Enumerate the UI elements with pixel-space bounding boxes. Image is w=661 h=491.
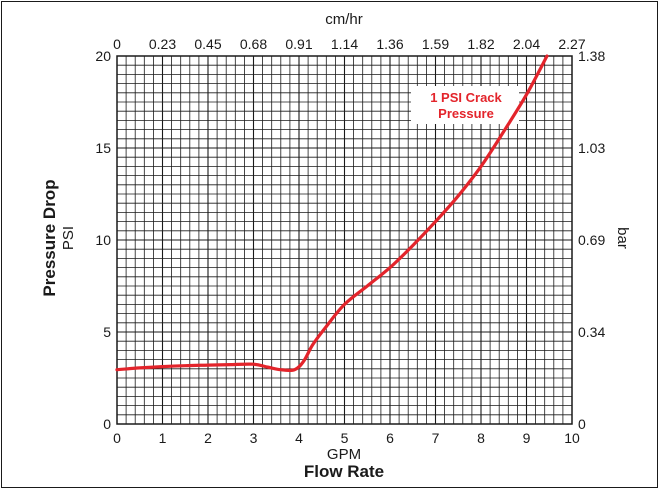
x2-axis-ticks: 0 0.23 0.45 0.68 0.91 1.14 1.36 1.59 1.82 2.04 2.2… (113, 36, 586, 52)
x2-axis-unit: cm/hr (325, 11, 363, 28)
y2-axis-unit: bar (614, 227, 631, 249)
x2-tick-label: 1.82 (467, 36, 494, 52)
x-tick-label: 6 (386, 430, 394, 446)
y2-tick-label: 1.03 (578, 140, 605, 156)
x-tick-label: 0 (113, 430, 121, 446)
y2-tick-label: 0.69 (578, 232, 605, 248)
x-tick-label: 8 (477, 430, 485, 446)
annotation-line-2: Pressure (438, 106, 494, 121)
annotation-background (411, 86, 519, 124)
x-tick-label: 10 (564, 430, 580, 446)
x2-tick-label: 0.68 (240, 36, 267, 52)
y2-tick-label: 0 (578, 416, 586, 432)
x2-tick-label: 2.04 (513, 36, 540, 52)
y-tick-label: 0 (103, 416, 111, 432)
y-axis-unit: PSI (60, 226, 77, 250)
y-axis-title: Pressure Drop (40, 179, 59, 296)
y-tick-label: 15 (95, 140, 111, 156)
x-axis-unit: GPM (327, 446, 361, 463)
x2-tick-label: 0.23 (149, 36, 176, 52)
x2-tick-label: 0 (113, 36, 121, 52)
x2-tick-label: 2.27 (558, 36, 585, 52)
x-tick-label: 2 (204, 430, 212, 446)
x-axis-ticks: 0 1 2 3 4 5 6 7 8 9 10 (113, 430, 580, 446)
y-tick-label: 5 (103, 324, 111, 340)
x-tick-label: 7 (432, 430, 440, 446)
x2-tick-label: 0.45 (194, 36, 221, 52)
y-axis-ticks: 0 5 10 15 20 (95, 48, 111, 432)
x-tick-label: 9 (523, 430, 531, 446)
annotation-line-1: 1 PSI Crack (430, 90, 502, 105)
x2-tick-label: 1.36 (376, 36, 403, 52)
plot-border (116, 55, 573, 425)
x-tick-label: 3 (250, 430, 258, 446)
series-line (115, 54, 549, 373)
x2-tick-label: 1.59 (422, 36, 449, 52)
y2-tick-label: 0.34 (578, 324, 605, 340)
y2-tick-label: 1.38 (578, 48, 605, 64)
x2-tick-label: 1.14 (331, 36, 358, 52)
x2-tick-label: 0.91 (285, 36, 312, 52)
y-tick-label: 10 (95, 232, 111, 248)
x-tick-label: 4 (295, 430, 303, 446)
x-axis-title: Flow Rate (304, 462, 384, 481)
x-tick-label: 1 (159, 430, 167, 446)
y-tick-label: 20 (95, 48, 111, 64)
x-tick-label: 5 (341, 430, 349, 446)
y2-axis-ticks: 0 0.34 0.69 1.03 1.38 (578, 48, 605, 432)
